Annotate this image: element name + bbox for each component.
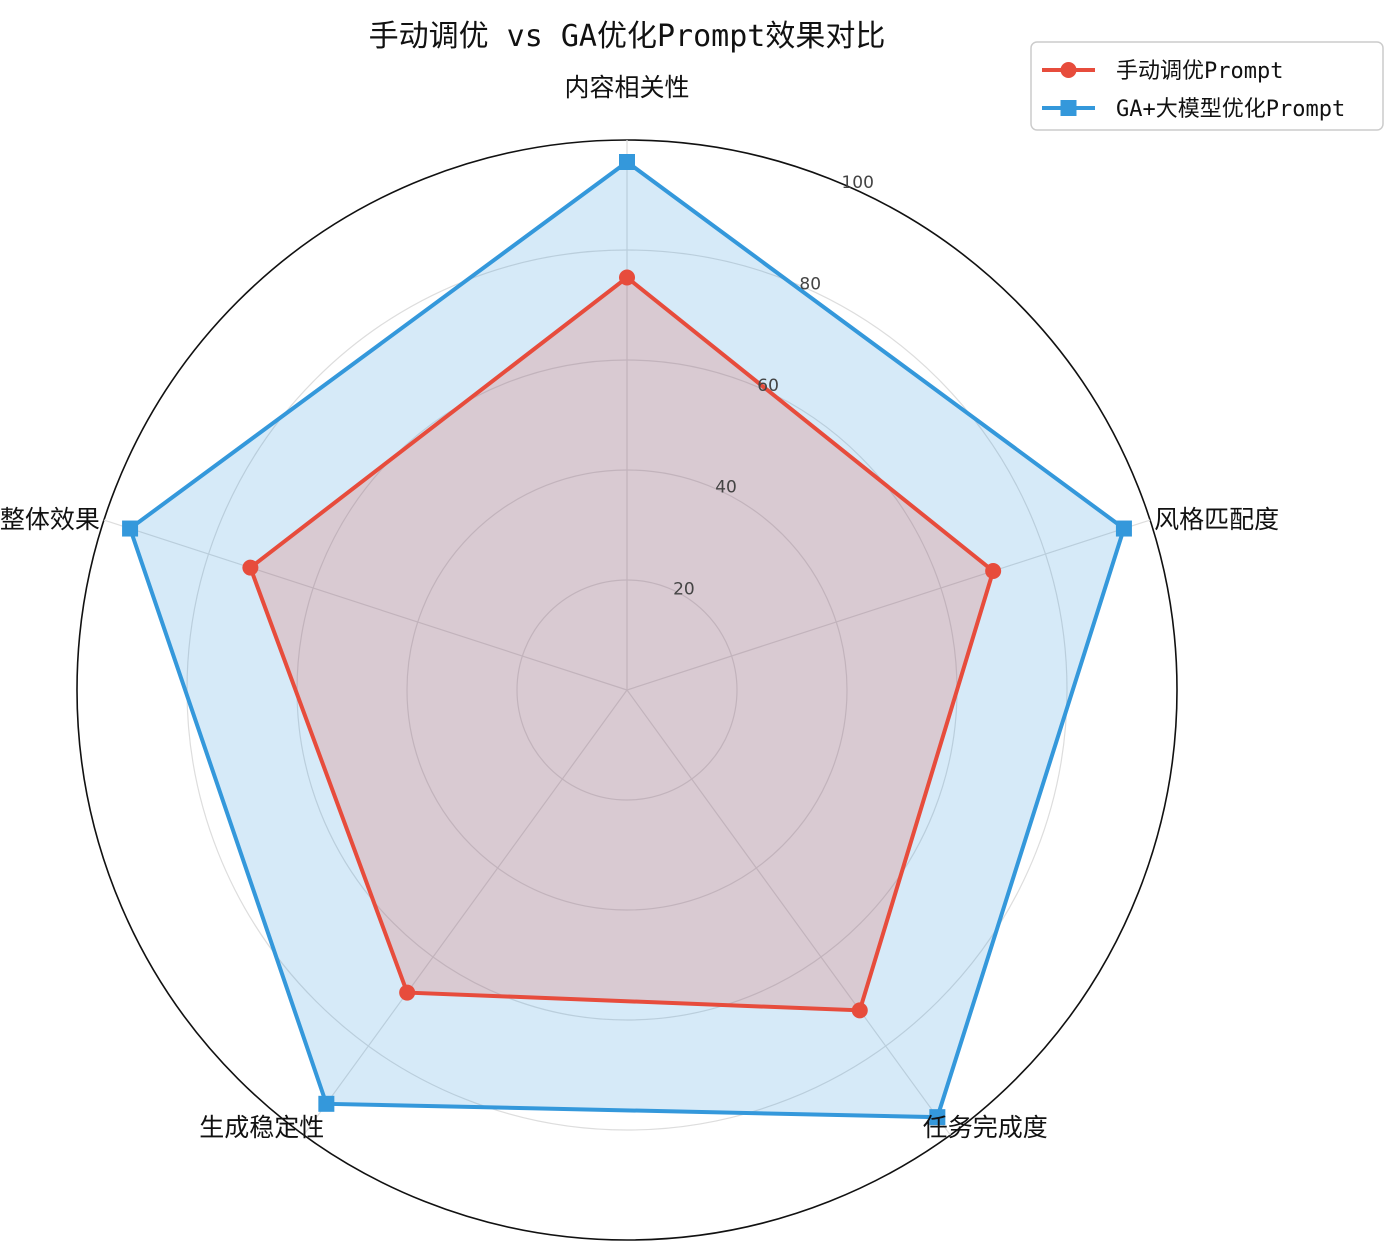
category-label: 内容相关性 <box>564 73 689 102</box>
category-label: 生成稳定性 <box>199 1113 324 1142</box>
legend-label: 手动调优Prompt <box>1116 59 1283 84</box>
category-label: 整体效果 <box>0 505 100 534</box>
series-layer <box>122 154 1132 1126</box>
data-point <box>318 1095 335 1112</box>
legend-box <box>1030 41 1384 131</box>
data-point <box>399 984 416 1001</box>
legend: 手动调优Prompt GA+大模型优化Prompt <box>1030 41 1384 131</box>
data-point <box>619 269 635 286</box>
legend-marker <box>1060 62 1077 78</box>
grid-spoke <box>303 689 628 1136</box>
radial-tick-label: 20 <box>673 579 695 599</box>
data-point <box>1115 520 1132 537</box>
data-point <box>242 559 259 576</box>
data-point <box>929 1109 946 1126</box>
chart-title: 手动调优 vs GA优化Prompt效果对比 <box>369 19 886 54</box>
grid-spoke <box>626 519 1151 691</box>
category-label: 风格匹配度 <box>1154 505 1279 534</box>
grid-spoke <box>103 519 628 691</box>
category-label: 任务完成度 <box>923 1113 1048 1142</box>
radial-tick-label: 40 <box>715 478 737 498</box>
data-point <box>122 520 139 537</box>
legend-marker <box>1060 100 1077 116</box>
grid <box>76 139 1178 1241</box>
radial-tick-label: 60 <box>757 376 779 396</box>
series-area <box>130 162 1124 1118</box>
series-line <box>247 274 996 1013</box>
grid-spoke <box>626 689 951 1136</box>
data-point <box>851 1002 868 1019</box>
data-point <box>985 563 1002 580</box>
data-point <box>619 154 635 170</box>
radial-tick-label: 80 <box>799 274 821 294</box>
series-area <box>250 277 994 1011</box>
series-line <box>127 159 1127 1120</box>
radial-tick-label: 100 <box>841 173 873 193</box>
legend-label: GA+大模型优化Prompt <box>1116 97 1345 122</box>
